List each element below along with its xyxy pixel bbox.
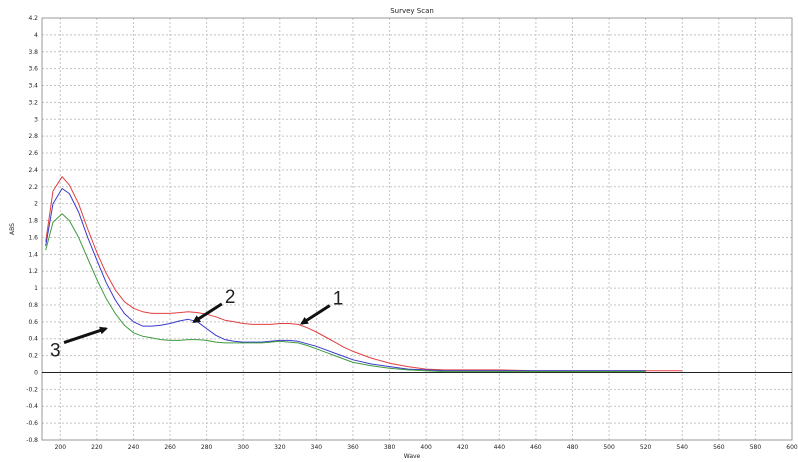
x-tick-label: 500	[603, 444, 615, 451]
annotation-label-1: 1	[333, 289, 344, 310]
x-axis-ticks: 200 220 240 260 280 300 320 340 360 380 400 420 440 4…	[55, 444, 798, 451]
series-line-3	[45, 213, 646, 373]
x-tick-label: 340	[311, 444, 323, 451]
grid	[42, 17, 793, 441]
x-tick-label: 480	[567, 444, 579, 451]
y-tick-label: 3.2	[28, 99, 38, 106]
annotation-arrow-1	[300, 304, 331, 325]
y-tick-label: 1	[34, 285, 38, 292]
x-tick-label: 560	[713, 444, 725, 451]
y-tick-label: -0.2	[26, 386, 38, 393]
series-line-1	[45, 176, 683, 372]
x-tick-label: 200	[55, 444, 67, 451]
x-tick-label: 320	[274, 444, 286, 451]
y-tick-label: 0.8	[28, 302, 38, 309]
x-tick-label: 360	[347, 444, 359, 451]
y-axis-ticks: -0.8 -0.6 -0.4 -0.2 0 0.2 0.4 0.6 0.8 1 1.2 1.4 1.6 1…	[26, 15, 38, 444]
y-tick-label: 3.8	[28, 49, 38, 56]
x-tick-label: 420	[457, 444, 469, 451]
x-tick-label: 540	[677, 444, 689, 451]
y-tick-label: 0.2	[28, 353, 38, 360]
y-tick-label: 3	[34, 116, 38, 123]
x-tick-label: 260	[164, 444, 176, 451]
annotation-label-3: 3	[50, 341, 61, 362]
y-tick-label: 2.2	[28, 184, 38, 191]
annotation-arrow-3	[63, 326, 108, 345]
y-tick-label: 2.8	[28, 133, 38, 140]
x-tick-label: 280	[201, 444, 213, 451]
x-tick-label: 440	[494, 444, 506, 451]
y-tick-label: -0.8	[26, 437, 38, 444]
series-lines	[45, 176, 683, 373]
x-tick-label: 600	[786, 444, 798, 451]
x-tick-label: 380	[384, 444, 396, 451]
chart-title: Survey Scan	[390, 7, 434, 15]
x-tick-label: 240	[128, 444, 140, 451]
x-tick-label: 580	[750, 444, 762, 451]
y-tick-label: 2	[34, 201, 38, 208]
y-tick-label: 0.6	[28, 319, 38, 326]
y-tick-label: 4	[34, 32, 38, 39]
x-tick-label: 400	[420, 444, 432, 451]
y-tick-label: 1.2	[28, 268, 38, 275]
annotation-label-2: 2	[225, 287, 236, 308]
annotations: 1 2 3	[50, 287, 343, 362]
y-tick-label: 0.4	[28, 336, 38, 343]
y-tick-label: 3.4	[28, 83, 38, 90]
y-tick-label: 0	[34, 369, 38, 376]
y-tick-label: -0.4	[26, 403, 38, 410]
y-tick-label: 1.6	[28, 234, 38, 241]
x-tick-label: 460	[530, 444, 542, 451]
x-tick-label: 300	[237, 444, 249, 451]
y-tick-label: 3.6	[28, 66, 38, 73]
y-tick-label: 1.4	[28, 251, 38, 258]
plot-border	[41, 17, 793, 441]
y-tick-label: 1.8	[28, 218, 38, 225]
y-tick-label: -0.6	[26, 420, 38, 427]
x-axis-label: Wave	[404, 453, 421, 460]
y-axis-label: ABS	[9, 223, 16, 235]
series-line-2	[45, 188, 646, 372]
annotation-arrow-2	[192, 302, 223, 324]
y-tick-label: 2.4	[28, 167, 38, 174]
y-tick-label: 4.2	[28, 15, 38, 22]
y-tick-label: 2.6	[28, 150, 38, 157]
x-tick-label: 220	[91, 444, 103, 451]
x-tick-label: 520	[640, 444, 652, 451]
